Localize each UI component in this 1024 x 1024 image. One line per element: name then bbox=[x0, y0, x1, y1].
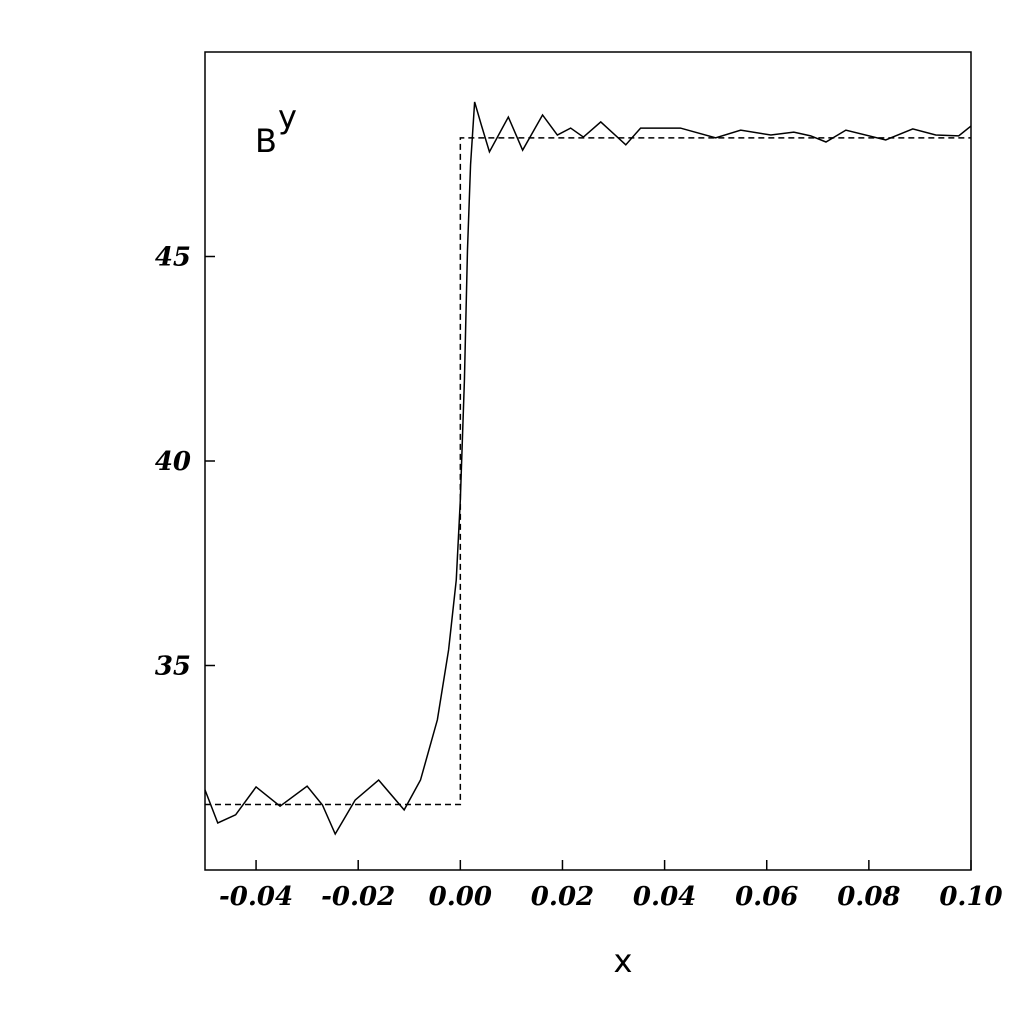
y-tick-label: 35 bbox=[155, 652, 191, 682]
plot-frame bbox=[204, 51, 972, 871]
annotation: B bbox=[255, 122, 277, 160]
x-tick-label: 0.10 bbox=[939, 882, 1002, 912]
series-line bbox=[205, 137, 971, 806]
x-tick-label: 0.00 bbox=[429, 882, 492, 912]
x-tick-label: 0.08 bbox=[837, 882, 900, 912]
annotation-superscript: y bbox=[278, 98, 297, 136]
x-tick-label: 0.02 bbox=[531, 882, 594, 912]
y-tick-label: 40 bbox=[155, 447, 191, 477]
x-tick-label: -0.02 bbox=[321, 882, 395, 912]
y-tick-label: 45 bbox=[155, 243, 191, 273]
x-axis-label: x bbox=[614, 942, 633, 980]
x-tick-label: 0.04 bbox=[633, 882, 696, 912]
x-tick-label: 0.06 bbox=[735, 882, 798, 912]
x-tick-label: -0.04 bbox=[219, 882, 293, 912]
series-line bbox=[204, 101, 972, 836]
